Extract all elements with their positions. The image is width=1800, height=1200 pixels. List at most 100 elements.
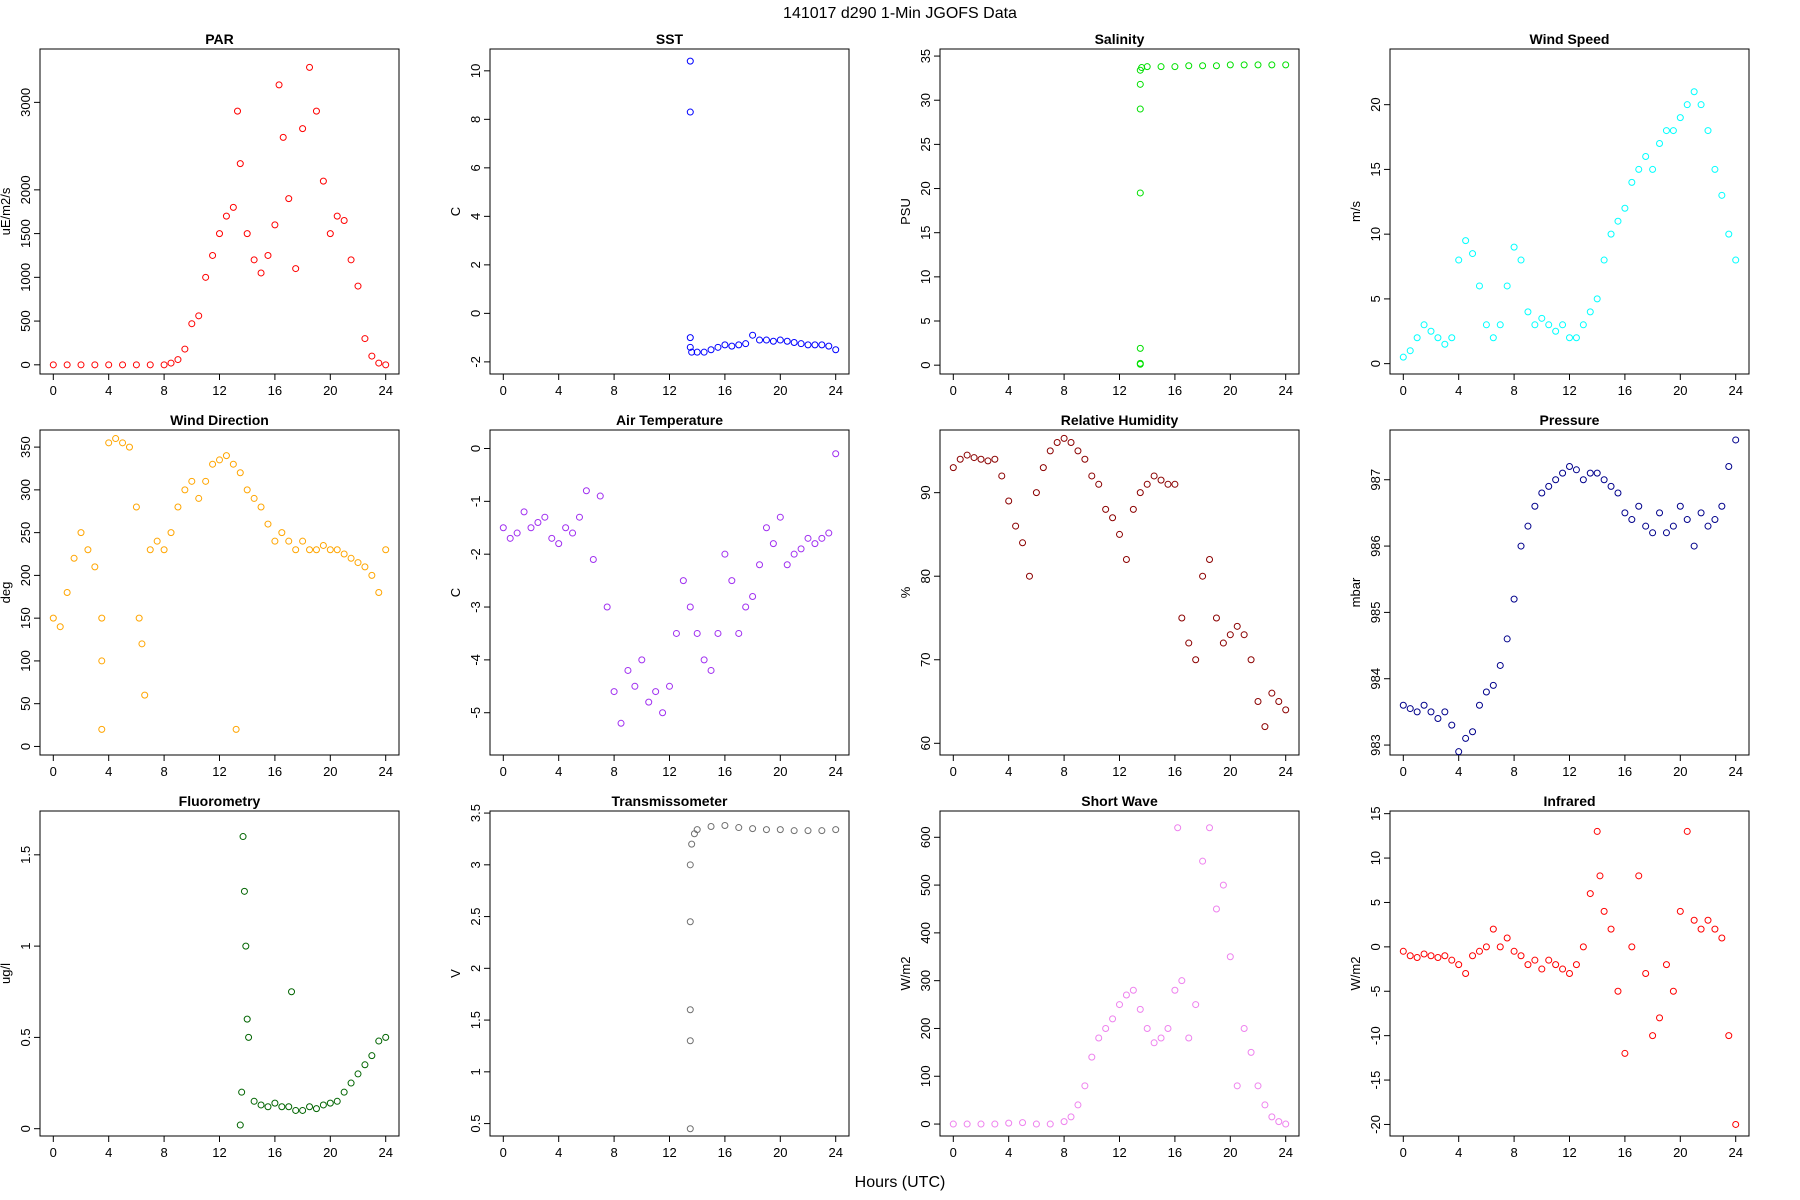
- data-point: [1545, 321, 1553, 329]
- data-point: [209, 251, 217, 259]
- x-tick-label: 20: [1673, 383, 1687, 398]
- data-point: [1642, 522, 1650, 530]
- panel-title: PAR: [205, 31, 234, 47]
- plot-frame: [489, 429, 850, 756]
- data-point: [1656, 509, 1664, 517]
- data-point: [548, 534, 556, 542]
- y-axis-label: ug/l: [0, 963, 13, 984]
- x-tick-label: 0: [50, 383, 57, 398]
- data-point: [292, 265, 300, 273]
- data-point: [1240, 631, 1248, 639]
- data-point: [91, 563, 99, 571]
- data-point: [679, 577, 687, 585]
- data-point: [209, 460, 217, 468]
- x-tick-label: 16: [1618, 383, 1632, 398]
- data-point: [818, 827, 826, 835]
- data-point: [1524, 522, 1532, 530]
- data-point: [589, 555, 597, 563]
- data-point: [686, 861, 694, 869]
- x-tick-label: 16: [268, 383, 282, 398]
- data-point: [1150, 1039, 1158, 1047]
- x-tick-label: 8: [610, 1145, 617, 1160]
- data-point: [1427, 952, 1435, 960]
- data-point: [1635, 502, 1643, 510]
- data-point: [1462, 734, 1470, 742]
- data-point: [603, 603, 611, 611]
- y-tick-label: 10: [918, 270, 933, 284]
- y-axis-label: V: [448, 969, 463, 978]
- data-point: [1420, 321, 1428, 329]
- data-point: [306, 63, 314, 71]
- data-point: [984, 457, 992, 465]
- x-tick-label: 4: [555, 764, 562, 779]
- x-tick-label: 4: [1005, 764, 1012, 779]
- data-point: [700, 348, 708, 356]
- data-point: [742, 340, 750, 348]
- plot-frame: [939, 810, 1300, 1137]
- x-tick-label: 12: [662, 383, 676, 398]
- data-point: [756, 336, 764, 344]
- x-tick-label: 4: [1455, 764, 1462, 779]
- y-axis-label: C: [448, 207, 463, 216]
- y-tick-label: 986: [1368, 535, 1383, 557]
- data-point: [1586, 308, 1594, 316]
- data-point: [756, 561, 764, 569]
- x-tick-label: 4: [1005, 1145, 1012, 1160]
- data-point: [1427, 708, 1435, 716]
- data-point: [1413, 708, 1421, 716]
- data-point: [783, 561, 791, 569]
- data-point: [1593, 827, 1601, 835]
- data-point: [49, 614, 57, 622]
- data-point: [1503, 934, 1511, 942]
- data-point: [1136, 80, 1144, 88]
- y-tick-label: -5: [468, 707, 483, 719]
- plot-frame: [1389, 810, 1750, 1137]
- data-point: [1406, 347, 1414, 355]
- y-tick-label: 0: [1368, 943, 1383, 950]
- y-tick-label: 300: [18, 479, 33, 501]
- x-tick-label: 20: [323, 1145, 337, 1160]
- y-tick-label: 1.5: [468, 1011, 483, 1029]
- data-point: [1233, 622, 1241, 630]
- panel-title: Infrared: [1543, 793, 1595, 809]
- x-tick-label: 16: [1618, 764, 1632, 779]
- data-point: [340, 216, 348, 224]
- data-point: [1469, 250, 1477, 258]
- data-point: [1455, 961, 1463, 969]
- data-point: [1226, 631, 1234, 639]
- data-point: [188, 320, 196, 328]
- data-point: [1503, 282, 1511, 290]
- y-tick-label: 20: [1368, 97, 1383, 111]
- data-point: [513, 529, 521, 537]
- data-point: [138, 640, 146, 648]
- y-tick-label: 20: [918, 181, 933, 195]
- y-tick-label: 0: [918, 362, 933, 369]
- data-point: [285, 1103, 293, 1111]
- data-point: [239, 833, 247, 841]
- data-point: [1455, 256, 1463, 264]
- data-point: [1545, 482, 1553, 490]
- data-point: [686, 343, 694, 351]
- y-tick-label: 80: [918, 569, 933, 583]
- data-point: [721, 550, 729, 558]
- panel-5: Air Temperature 0 4 8 12 16 20 24 -5 -4 -3 -2 -1 0 C: [448, 412, 850, 779]
- data-point: [319, 1101, 327, 1109]
- data-point: [582, 487, 590, 495]
- y-tick-label: 1: [18, 942, 33, 949]
- x-tick-label: 8: [160, 1145, 167, 1160]
- data-point: [672, 629, 680, 637]
- data-point: [1441, 708, 1449, 716]
- data-point: [735, 629, 743, 637]
- data-point: [257, 269, 265, 277]
- data-point: [119, 439, 127, 447]
- data-point: [1254, 1082, 1262, 1090]
- data-point: [1206, 555, 1214, 563]
- data-point: [1399, 947, 1407, 955]
- data-point: [1642, 970, 1650, 977]
- data-point: [963, 451, 971, 459]
- x-tick-label: 20: [773, 1145, 787, 1160]
- data-point: [271, 221, 279, 229]
- data-point: [375, 589, 383, 596]
- data-point: [1136, 359, 1144, 367]
